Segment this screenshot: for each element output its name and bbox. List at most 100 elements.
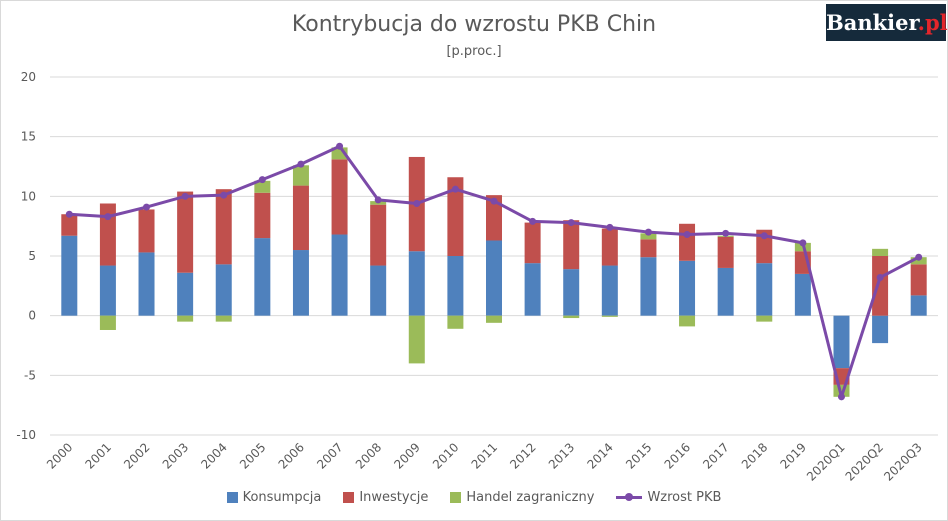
y-tick-label: -10 bbox=[16, 428, 36, 442]
x-tick-label: 2005 bbox=[237, 440, 268, 471]
legend-label-handel: Handel zagraniczny bbox=[466, 490, 595, 505]
bar-handel-zagraniczny bbox=[254, 180, 271, 193]
bar-inwestycje bbox=[486, 195, 502, 241]
bar-konsumpcja bbox=[833, 315, 850, 369]
point-wzrost-pkb bbox=[104, 213, 112, 221]
bar-inwestycje bbox=[872, 256, 889, 316]
legend-item-inwestycje: Inwestycje bbox=[343, 490, 428, 505]
x-tick-label: 2002 bbox=[121, 440, 152, 471]
bar-inwestycje bbox=[138, 209, 155, 253]
bar-inwestycje bbox=[524, 222, 541, 264]
bar-inwestycje bbox=[331, 159, 348, 235]
bar-inwestycje bbox=[640, 239, 657, 258]
bar-konsumpcja bbox=[215, 264, 232, 316]
bar-inwestycje bbox=[292, 185, 309, 251]
bar-konsumpcja bbox=[447, 256, 464, 316]
y-tick-label: -5 bbox=[24, 368, 36, 382]
y-tick-label: 15 bbox=[21, 130, 36, 144]
bar-konsumpcja bbox=[563, 269, 580, 316]
bar-konsumpcja bbox=[486, 240, 502, 316]
point-wzrost-pkb bbox=[837, 393, 845, 401]
bar-handel-zagraniczny bbox=[408, 315, 425, 364]
point-wzrost-pkb bbox=[760, 232, 768, 240]
y-tick-label: 10 bbox=[21, 189, 36, 203]
point-wzrost-pkb bbox=[181, 192, 189, 200]
bar-konsumpcja bbox=[794, 273, 811, 316]
bar-inwestycje bbox=[679, 223, 696, 261]
legend-swatch-inwestycje bbox=[343, 492, 355, 503]
point-wzrost-pkb bbox=[915, 253, 923, 261]
point-wzrost-pkb bbox=[876, 273, 884, 281]
x-tick-label: 2006 bbox=[276, 440, 307, 471]
x-tick-label: 2014 bbox=[584, 440, 615, 471]
point-wzrost-pkb bbox=[413, 199, 421, 207]
bar-handel-zagraniczny bbox=[447, 315, 464, 329]
y-tick-label: 0 bbox=[28, 309, 36, 323]
y-tick-label: 5 bbox=[28, 249, 36, 263]
point-wzrost-pkb bbox=[220, 191, 228, 199]
bar-inwestycje bbox=[177, 191, 194, 273]
bar-konsumpcja bbox=[370, 265, 387, 316]
x-tick-label: 2009 bbox=[391, 440, 422, 471]
x-tick-label: 2020Q1 bbox=[804, 440, 848, 484]
bar-inwestycje bbox=[61, 214, 78, 236]
bar-konsumpcja bbox=[254, 238, 271, 316]
bar-inwestycje bbox=[254, 192, 271, 239]
bar-handel-zagraniczny bbox=[872, 248, 889, 256]
legend-swatch-konsumpcja bbox=[226, 492, 238, 503]
x-tick-label: 2004 bbox=[198, 440, 229, 471]
point-wzrost-pkb bbox=[258, 176, 266, 184]
x-tick-label: 2020Q2 bbox=[843, 440, 887, 484]
x-tick-label: 2000 bbox=[44, 440, 75, 471]
x-tick-label: 2001 bbox=[83, 440, 114, 471]
bar-inwestycje bbox=[563, 220, 580, 270]
point-wzrost-pkb bbox=[336, 142, 344, 150]
point-wzrost-pkb bbox=[143, 203, 151, 211]
chart-title: Kontrybucja do wzrostu PKB Chin bbox=[291, 12, 657, 37]
point-wzrost-pkb bbox=[799, 239, 807, 247]
bar-handel-zagraniczny bbox=[679, 315, 696, 327]
x-tick-label: 2011 bbox=[469, 440, 500, 471]
x-tick-label: 2019 bbox=[777, 440, 808, 471]
bar-handel-zagraniczny bbox=[331, 147, 348, 160]
bar-konsumpcja bbox=[61, 235, 78, 316]
bar-konsumpcja bbox=[138, 252, 155, 316]
bar-handel-zagraniczny bbox=[640, 233, 657, 240]
legend-label-wzrost: Wzrost PKB bbox=[647, 490, 722, 505]
bar-inwestycje bbox=[215, 189, 232, 265]
x-tick-label: 2020Q3 bbox=[881, 440, 925, 484]
bar-konsumpcja bbox=[408, 251, 425, 316]
point-wzrost-pkb bbox=[529, 217, 537, 225]
point-wzrost-pkb bbox=[490, 197, 498, 205]
legend-item-wzrost: Wzrost PKB bbox=[616, 490, 721, 505]
x-tick-label: 2010 bbox=[430, 440, 461, 471]
x-tick-label: 2008 bbox=[353, 440, 384, 471]
point-wzrost-pkb bbox=[683, 231, 691, 239]
bar-konsumpcja bbox=[640, 257, 657, 316]
bar-konsumpcja bbox=[331, 234, 348, 316]
bar-konsumpcja bbox=[524, 263, 541, 316]
bar-inwestycje bbox=[447, 177, 464, 256]
bar-inwestycje bbox=[601, 228, 618, 266]
point-wzrost-pkb bbox=[567, 219, 575, 227]
logo-text: Bankier bbox=[826, 10, 918, 35]
bar-handel-zagraniczny bbox=[486, 315, 502, 323]
bar-konsumpcja bbox=[177, 272, 194, 316]
x-tick-label: 2015 bbox=[623, 440, 654, 471]
point-wzrost-pkb bbox=[722, 229, 730, 237]
point-wzrost-pkb bbox=[451, 185, 459, 193]
bar-handel-zagraniczny bbox=[215, 315, 232, 322]
legend-swatch-wzrost bbox=[616, 492, 643, 503]
bar-konsumpcja bbox=[601, 265, 618, 316]
bar-handel-zagraniczny bbox=[292, 165, 309, 186]
bar-inwestycje bbox=[910, 264, 927, 296]
bar-handel-zagraniczny bbox=[910, 257, 927, 265]
x-tick-label: 2012 bbox=[507, 440, 538, 471]
x-tick-label: 2018 bbox=[739, 440, 770, 471]
x-tick-label: 2007 bbox=[314, 440, 345, 471]
legend-swatch-handel bbox=[450, 492, 462, 503]
point-wzrost-pkb bbox=[644, 228, 652, 236]
x-tick-label: 2003 bbox=[160, 440, 191, 471]
bar-konsumpcja bbox=[756, 263, 773, 316]
bar-handel-zagraniczny bbox=[756, 315, 773, 322]
